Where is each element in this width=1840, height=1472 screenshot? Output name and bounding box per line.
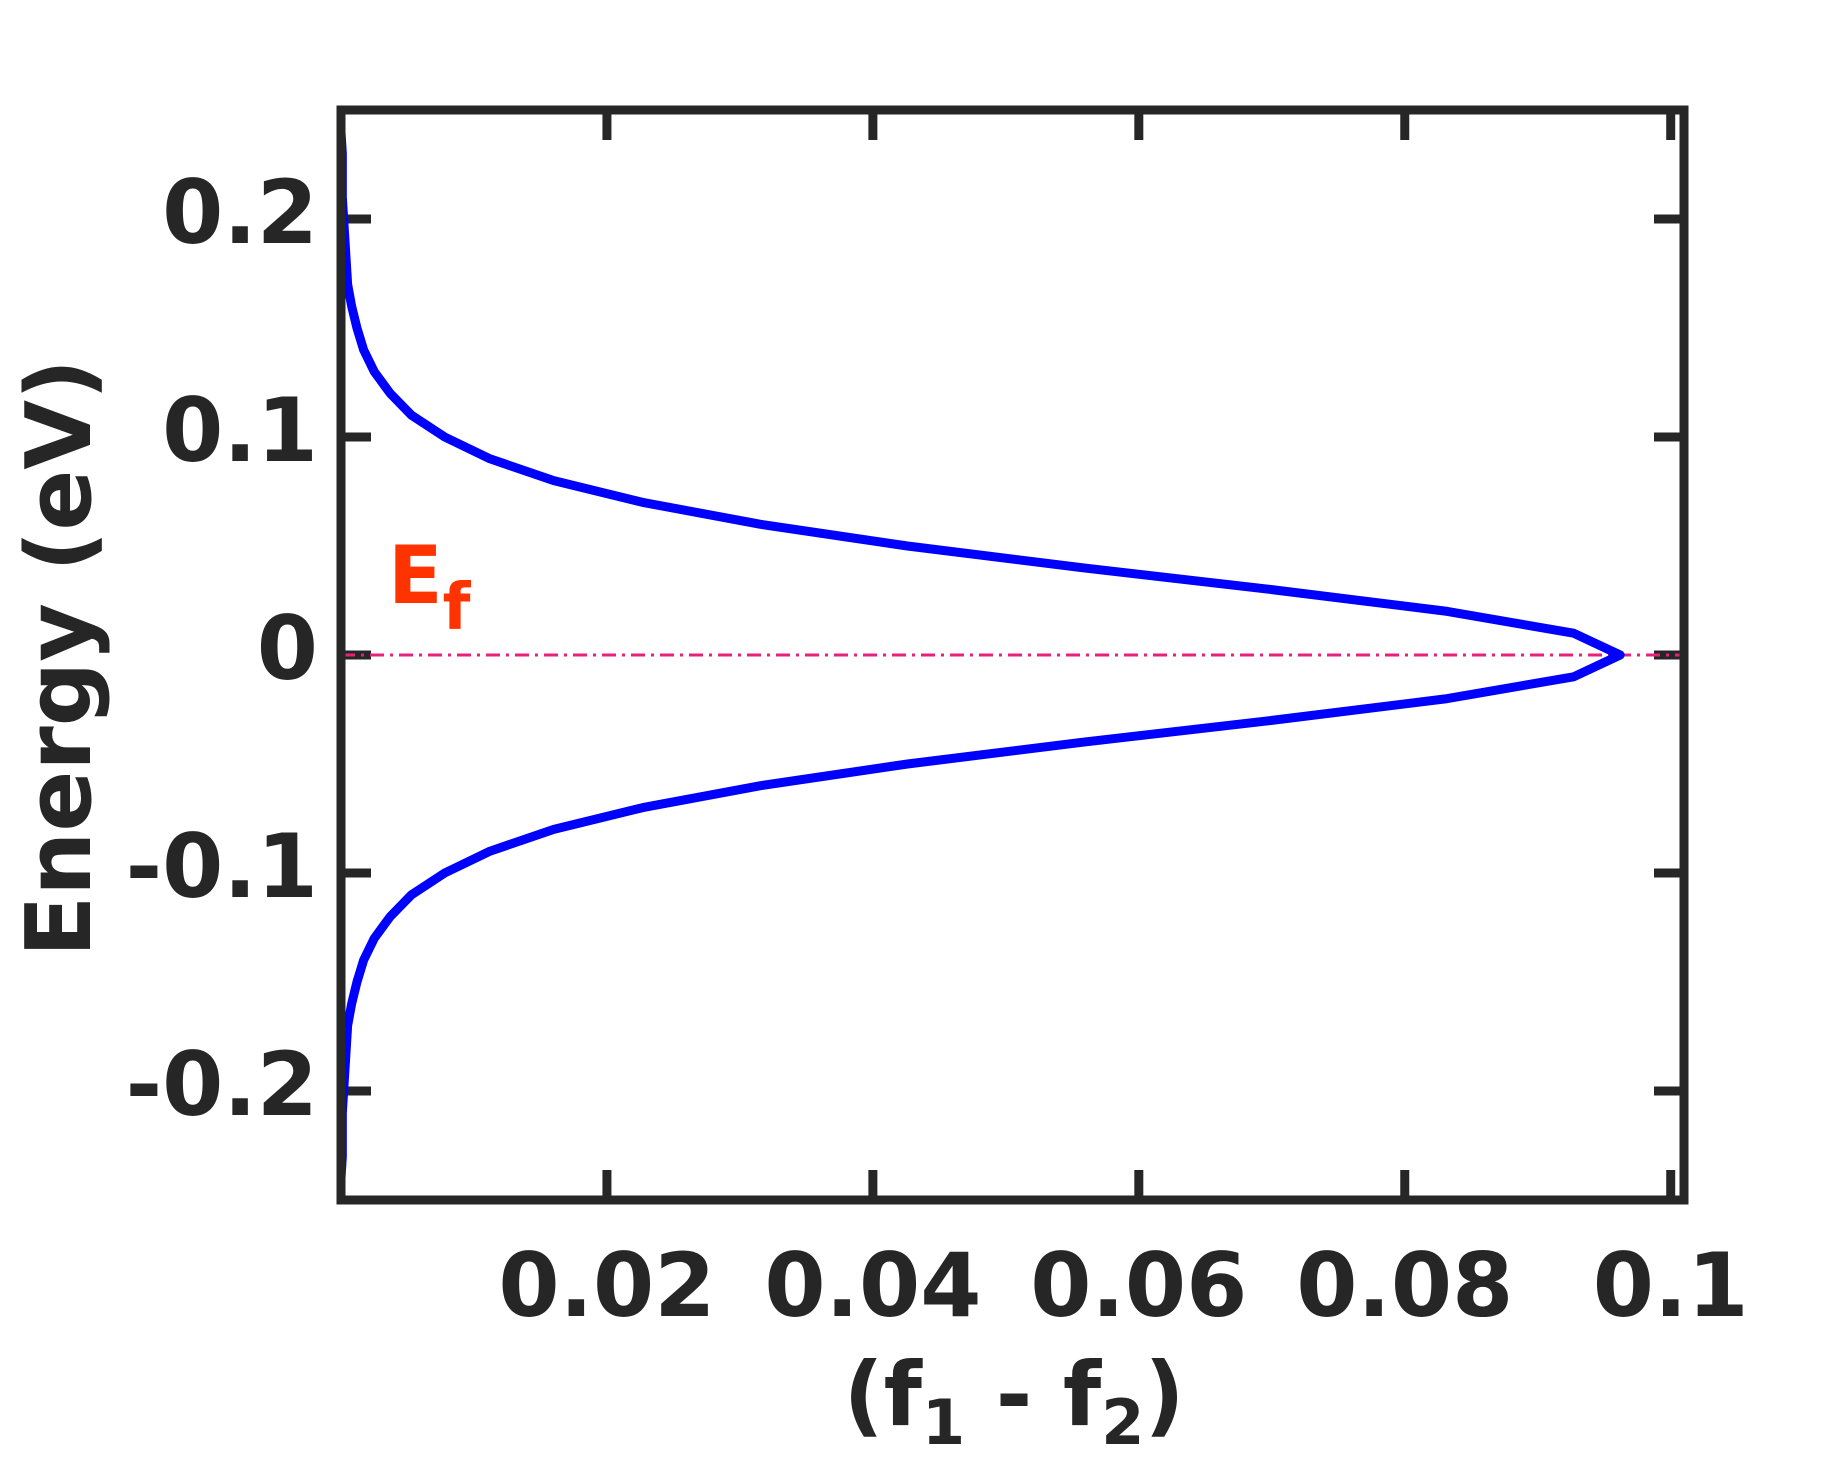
x-label-part: (f — [843, 1343, 923, 1446]
plot-frame — [336, 105, 1689, 1205]
x-tick-label: 0.02 — [498, 1234, 715, 1337]
y-axis-label: Energy (eV) — [7, 359, 112, 957]
x-label-subscript: 1 — [922, 1386, 965, 1459]
x-label-part: ) — [1144, 1343, 1184, 1446]
x-tick-label: 0.1 — [1593, 1234, 1749, 1337]
x-label-part: - f — [965, 1343, 1103, 1446]
fermi-annotation: Ef — [388, 529, 472, 645]
x-tick-label: 0.04 — [764, 1234, 981, 1337]
fermi-annotation-sub: f — [443, 571, 472, 645]
y-tick-label: 0.2 — [162, 161, 318, 264]
x-axis-label: (f1 - f2) — [843, 1343, 1184, 1459]
y-tick-label: 0.1 — [162, 379, 318, 482]
x-tick-label: 0.06 — [1030, 1234, 1247, 1337]
x-tick-label: 0.08 — [1296, 1234, 1513, 1337]
fermi-annotation-main: E — [388, 529, 443, 622]
y-tick-label: -0.1 — [126, 815, 318, 918]
y-tick-label: -0.2 — [126, 1033, 318, 1136]
data-line — [336, 110, 1625, 1200]
y-tick-label: 0 — [257, 597, 318, 700]
x-label-subscript: 2 — [1101, 1386, 1144, 1459]
